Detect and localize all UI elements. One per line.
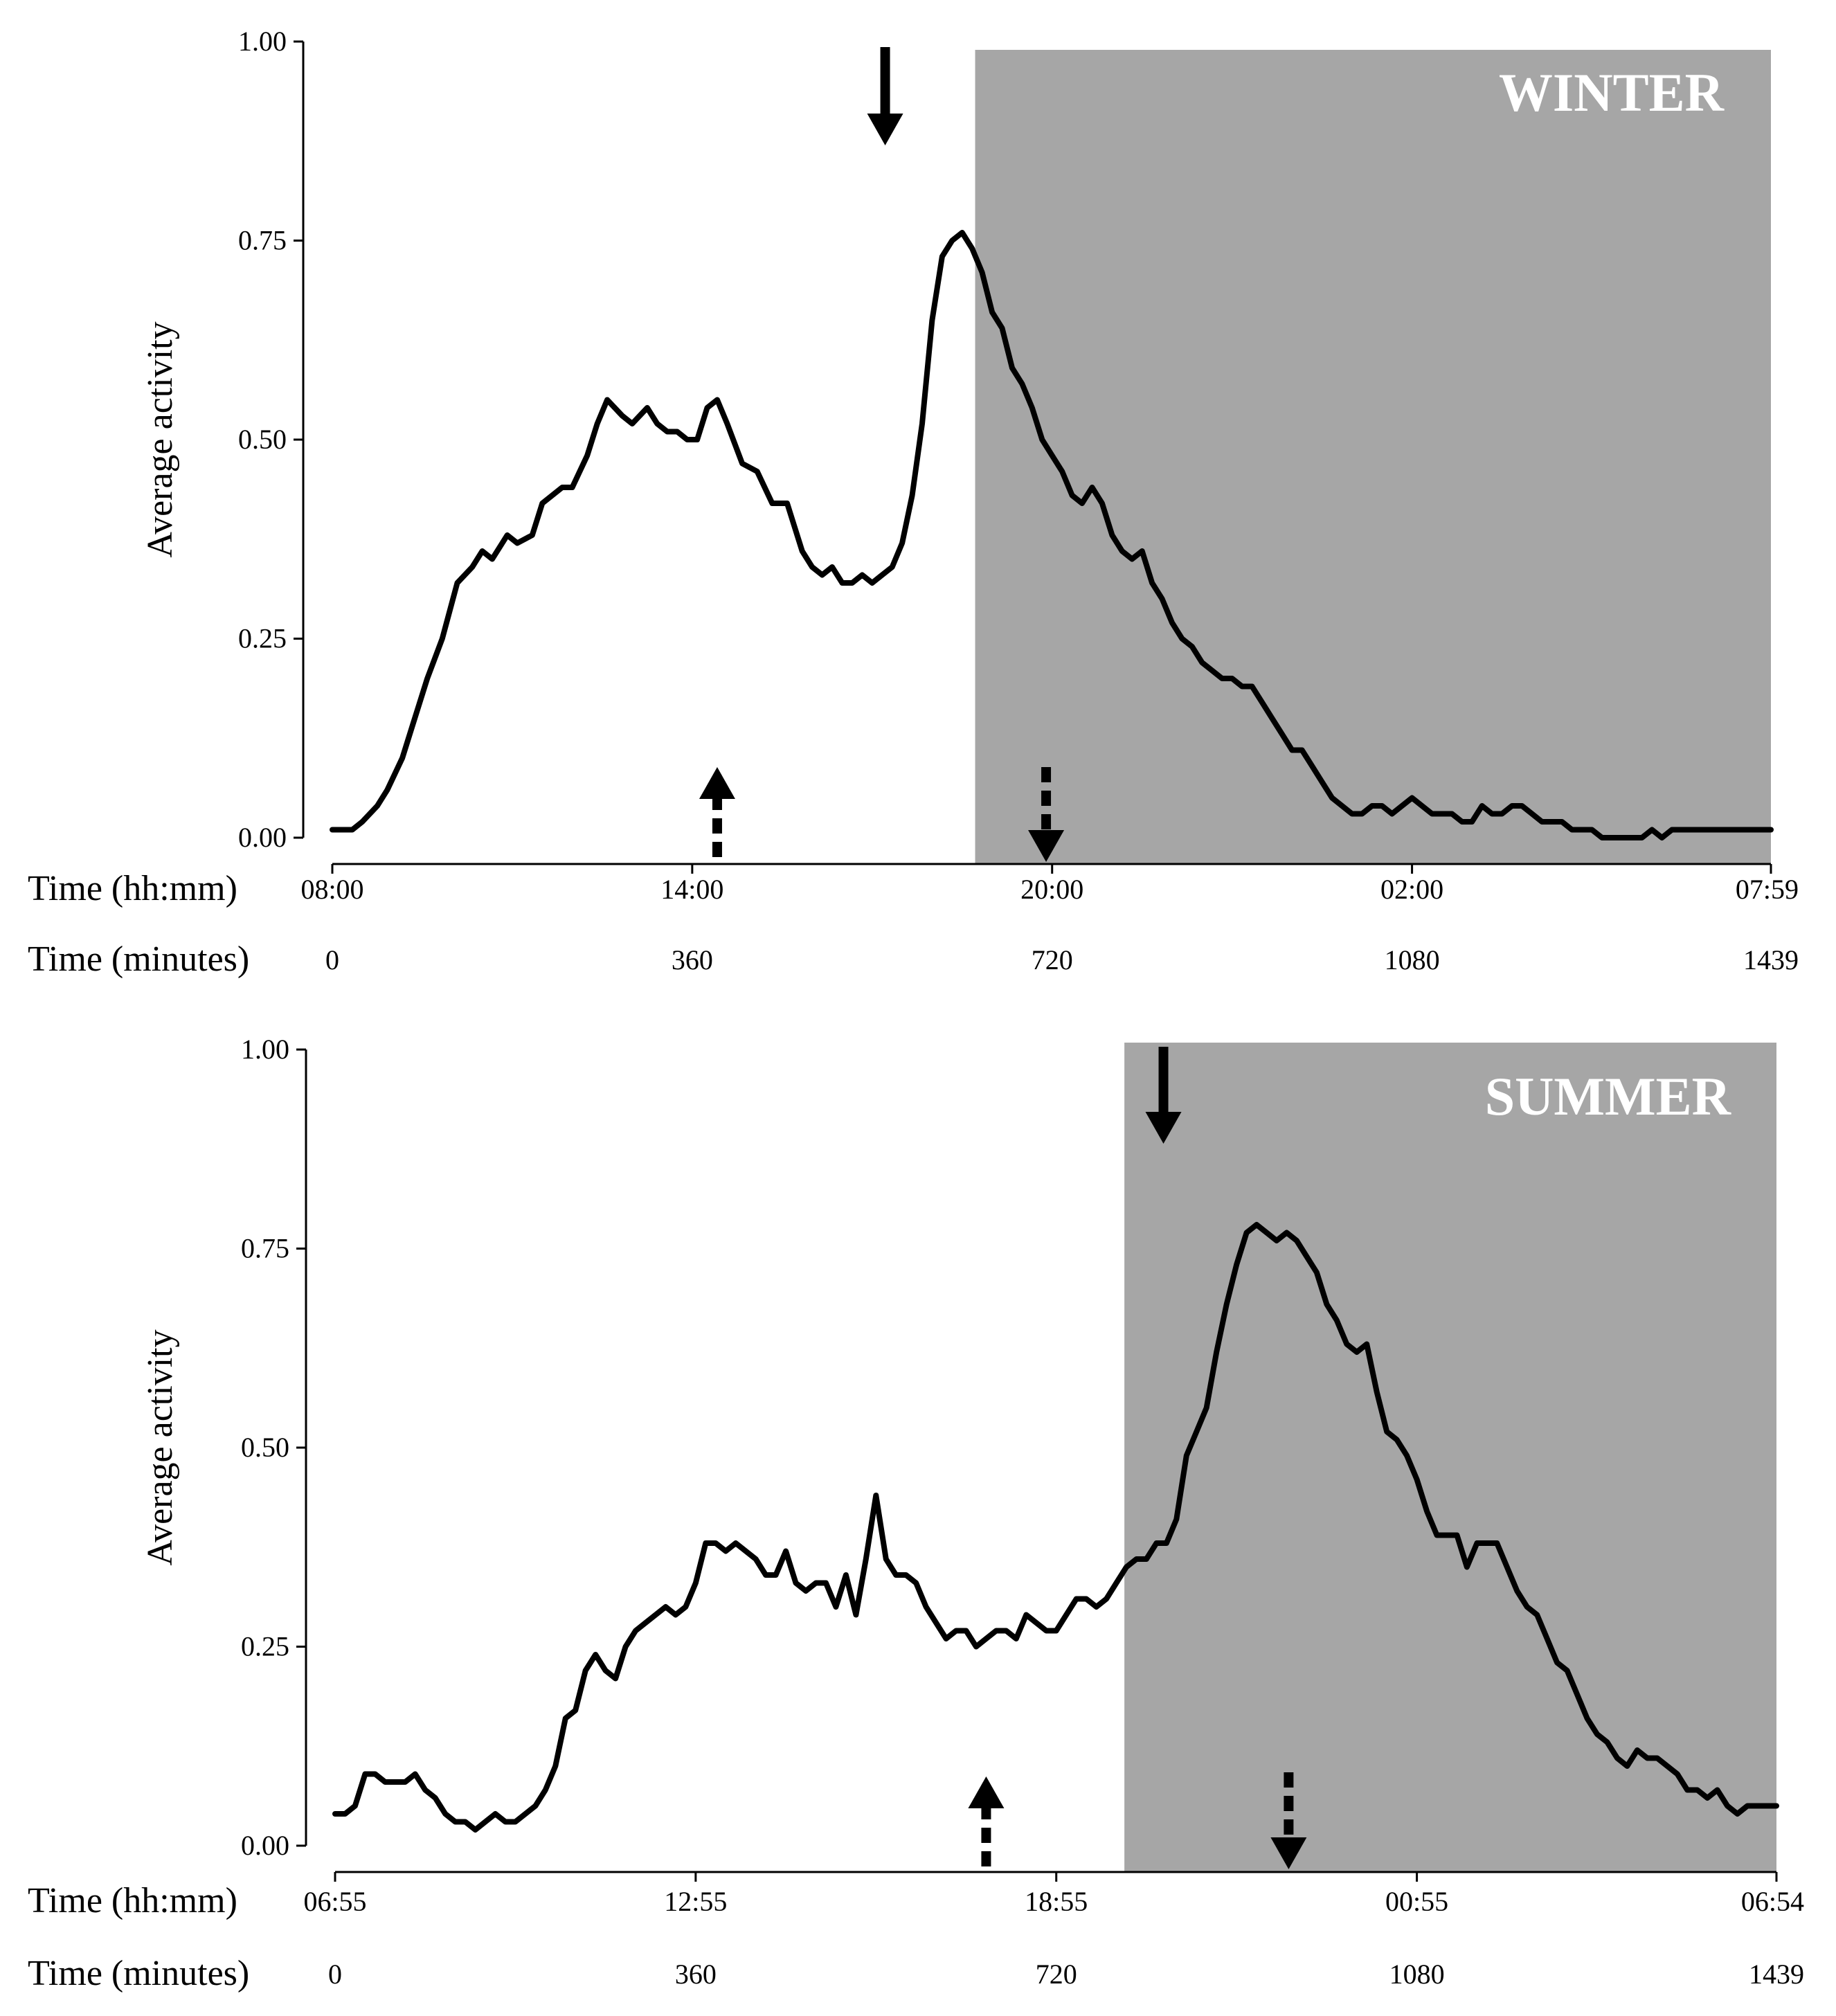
x-clock-tick-label: 00:55 xyxy=(1385,1886,1448,1917)
lights-off-arrow-head xyxy=(1145,1112,1182,1144)
sunset-arrow-head xyxy=(1028,830,1065,862)
season-label: SUMMER xyxy=(1485,1066,1732,1126)
y-axis-title: Average activity xyxy=(141,321,180,557)
lights-off-arrow-head xyxy=(867,114,903,145)
x-clock-tick-label: 14:00 xyxy=(660,874,723,905)
x-axis-title-clock: Time (hh:mm) xyxy=(28,1881,237,1920)
y-tick-label: 1.00 xyxy=(241,1034,289,1065)
x-minute-tick-label: 360 xyxy=(675,1959,717,1990)
y-tick-label: 0.50 xyxy=(238,424,287,455)
x-minute-tick-label: 720 xyxy=(1036,1959,1077,1990)
activity-line xyxy=(330,230,1774,840)
y-tick-label: 0.00 xyxy=(238,822,287,853)
y-tick-label: 0.75 xyxy=(241,1233,289,1264)
x-clock-tick-label: 07:59 xyxy=(1736,874,1799,905)
sunrise-arrow-head xyxy=(699,767,735,799)
x-clock-tick-label: 02:00 xyxy=(1380,874,1443,905)
sunset-arrow-head xyxy=(1270,1837,1307,1869)
x-clock-tick-label: 20:00 xyxy=(1020,874,1083,905)
activity-line xyxy=(332,1222,1779,1833)
dark-period-shading xyxy=(1124,1043,1776,1872)
x-minute-tick-label: 360 xyxy=(672,944,713,975)
x-minute-tick-label: 1439 xyxy=(1749,1959,1804,1990)
dark-period-shading xyxy=(975,50,1771,864)
y-tick-label: 0.25 xyxy=(238,623,287,654)
winter-panel: WINTER 0.00 0.25 0.50 0.75 1.00 Average activi… xyxy=(28,26,1799,979)
x-minute-tick-label: 0 xyxy=(328,1959,342,1990)
x-clock-tick-label: 06:54 xyxy=(1741,1886,1804,1917)
y-axis-title: Average activity xyxy=(141,1329,180,1565)
sunrise-arrow-head xyxy=(968,1776,1005,1808)
y-tick-label: 0.25 xyxy=(241,1631,289,1662)
x-minute-tick-label: 1080 xyxy=(1389,1959,1445,1990)
x-clock-tick-label: 12:55 xyxy=(664,1886,727,1917)
summer-panel: SUMMER 0.00 0.25 0.50 0.75 1.00 Average activi… xyxy=(28,1034,1804,1993)
y-tick-label: 0.75 xyxy=(238,225,287,256)
x-minute-tick-label: 1080 xyxy=(1385,944,1440,975)
x-clock-tick-label: 06:55 xyxy=(303,1886,366,1917)
x-axis-title-clock: Time (hh:mm) xyxy=(28,869,237,908)
y-tick-label: 0.50 xyxy=(241,1432,289,1463)
season-label: WINTER xyxy=(1499,62,1725,123)
x-axis-title-minutes: Time (minutes) xyxy=(28,1954,249,1993)
x-minute-tick-label: 0 xyxy=(325,944,339,975)
x-minute-tick-label: 1439 xyxy=(1743,944,1799,975)
x-axis-title-minutes: Time (minutes) xyxy=(28,939,249,979)
x-clock-tick-label: 08:00 xyxy=(300,874,363,905)
y-tick-label: 0.00 xyxy=(241,1830,289,1861)
y-tick-label: 1.00 xyxy=(238,26,287,57)
x-minute-tick-label: 720 xyxy=(1032,944,1073,975)
x-clock-tick-label: 18:55 xyxy=(1025,1886,1088,1917)
